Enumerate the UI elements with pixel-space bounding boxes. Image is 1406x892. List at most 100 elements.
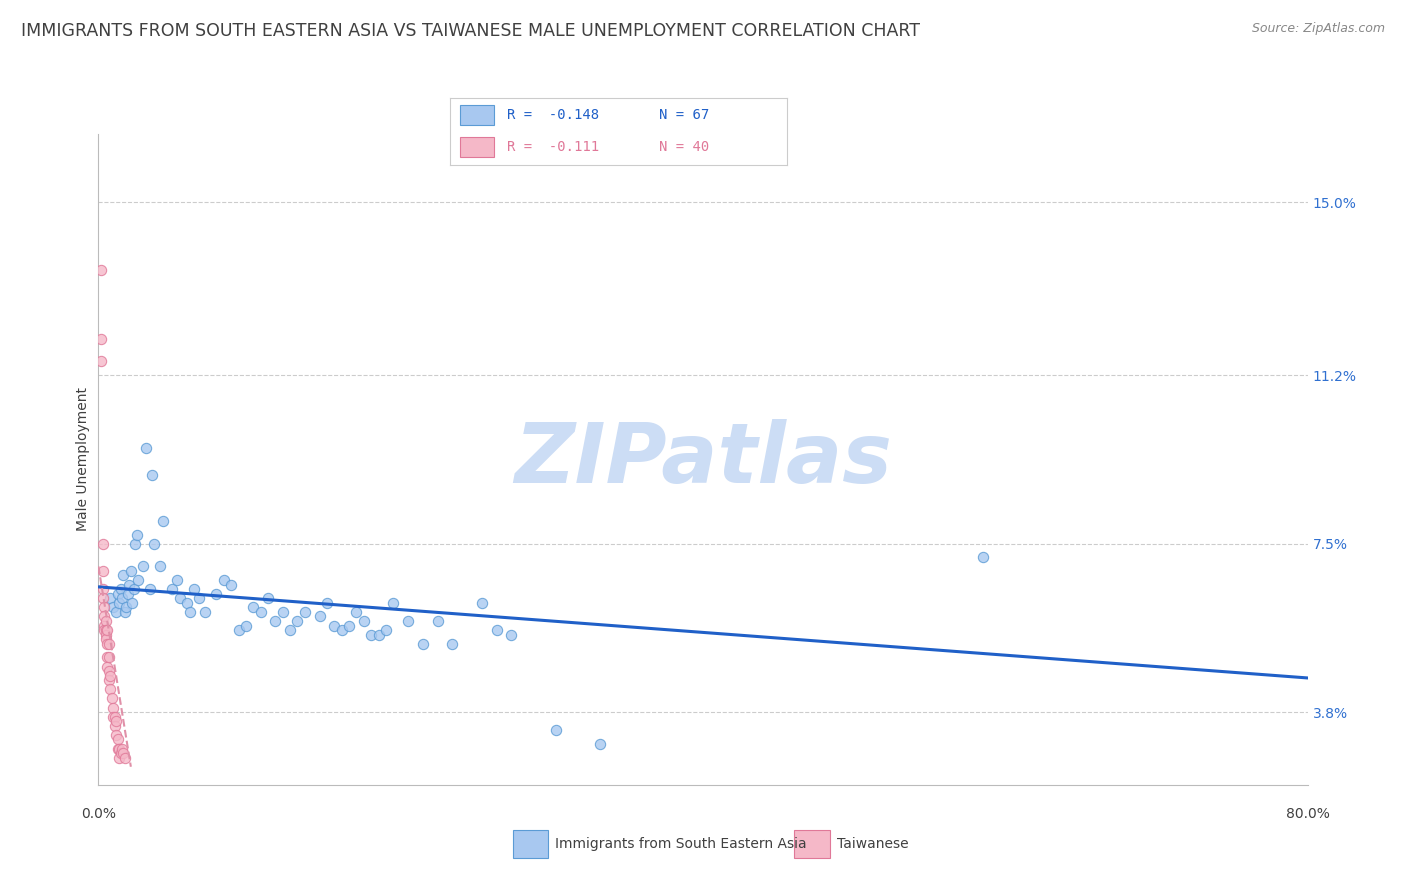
Point	[194, 605, 217, 619]
Text: N = 67: N = 67	[659, 108, 710, 122]
Point	[101, 709, 124, 723]
Bar	[460, 105, 494, 125]
Point	[121, 596, 143, 610]
Point	[257, 591, 280, 606]
Point	[94, 614, 117, 628]
Point	[278, 623, 301, 637]
Point	[471, 596, 494, 610]
Point	[100, 691, 122, 706]
Point	[152, 514, 174, 528]
Point	[94, 623, 117, 637]
Point	[127, 573, 149, 587]
Point	[91, 591, 114, 606]
Point	[149, 559, 172, 574]
Point	[135, 441, 157, 455]
Point	[93, 618, 115, 632]
Point	[97, 664, 120, 678]
Point	[117, 587, 139, 601]
Point	[501, 628, 523, 642]
Point	[235, 618, 257, 632]
Point	[166, 573, 188, 587]
Text: 0.0%: 0.0%	[82, 807, 115, 822]
Point	[183, 582, 205, 596]
Point	[353, 614, 375, 628]
Point	[375, 623, 398, 637]
Text: Immigrants from South Eastern Asia: Immigrants from South Eastern Asia	[555, 837, 807, 851]
Point	[544, 723, 567, 738]
Point	[360, 628, 382, 642]
Point	[323, 618, 346, 632]
Point	[110, 746, 132, 760]
Point	[337, 618, 360, 632]
Point	[112, 568, 135, 582]
Point	[143, 536, 166, 550]
Point	[330, 623, 353, 637]
Point	[112, 746, 135, 760]
Point	[91, 536, 114, 550]
Text: ZIPatlas: ZIPatlas	[515, 419, 891, 500]
Point	[485, 623, 508, 637]
Point	[160, 582, 183, 596]
Point	[308, 609, 330, 624]
Point	[96, 659, 118, 673]
Point	[93, 623, 115, 637]
Text: Taiwanese: Taiwanese	[837, 837, 908, 851]
Point	[110, 582, 132, 596]
Point	[108, 741, 131, 756]
Point	[107, 732, 129, 747]
Y-axis label: Male Unemployment: Male Unemployment	[76, 387, 90, 532]
Point	[120, 564, 142, 578]
Point	[97, 673, 120, 688]
Point	[104, 709, 127, 723]
Point	[382, 596, 405, 610]
Point	[187, 591, 209, 606]
Point	[212, 573, 235, 587]
Point	[118, 577, 141, 591]
Text: R =  -0.111: R = -0.111	[508, 140, 599, 154]
Point	[90, 332, 112, 346]
Point	[589, 737, 612, 751]
Point	[90, 354, 112, 368]
Point	[125, 527, 148, 541]
Text: Source: ZipAtlas.com: Source: ZipAtlas.com	[1251, 22, 1385, 36]
Point	[412, 637, 434, 651]
Point	[115, 600, 138, 615]
Point	[107, 587, 129, 601]
Point	[114, 750, 136, 764]
Text: 80.0%: 80.0%	[1285, 807, 1330, 822]
Point	[179, 605, 201, 619]
Point	[264, 614, 287, 628]
Point	[316, 596, 339, 610]
Point	[367, 628, 389, 642]
Point	[101, 700, 124, 714]
Text: R =  -0.148: R = -0.148	[508, 108, 599, 122]
Point	[111, 591, 134, 606]
Point	[114, 605, 136, 619]
Point	[169, 591, 191, 606]
Point	[287, 614, 309, 628]
Point	[91, 582, 114, 596]
Point	[96, 637, 118, 651]
Point	[94, 632, 117, 647]
Point	[176, 596, 198, 610]
Point	[105, 728, 128, 742]
Point	[94, 628, 117, 642]
Point	[249, 605, 271, 619]
Point	[972, 550, 994, 565]
Point	[441, 637, 464, 651]
Point	[101, 600, 124, 615]
Point	[93, 600, 115, 615]
Point	[91, 564, 114, 578]
Point	[105, 605, 128, 619]
Point	[271, 605, 294, 619]
Point	[90, 263, 112, 277]
Bar	[460, 137, 494, 157]
Point	[228, 623, 250, 637]
Point	[294, 605, 316, 619]
Point	[97, 637, 120, 651]
Point	[104, 719, 127, 733]
Point	[219, 577, 242, 591]
Point	[111, 741, 134, 756]
Point	[396, 614, 419, 628]
Point	[141, 468, 163, 483]
